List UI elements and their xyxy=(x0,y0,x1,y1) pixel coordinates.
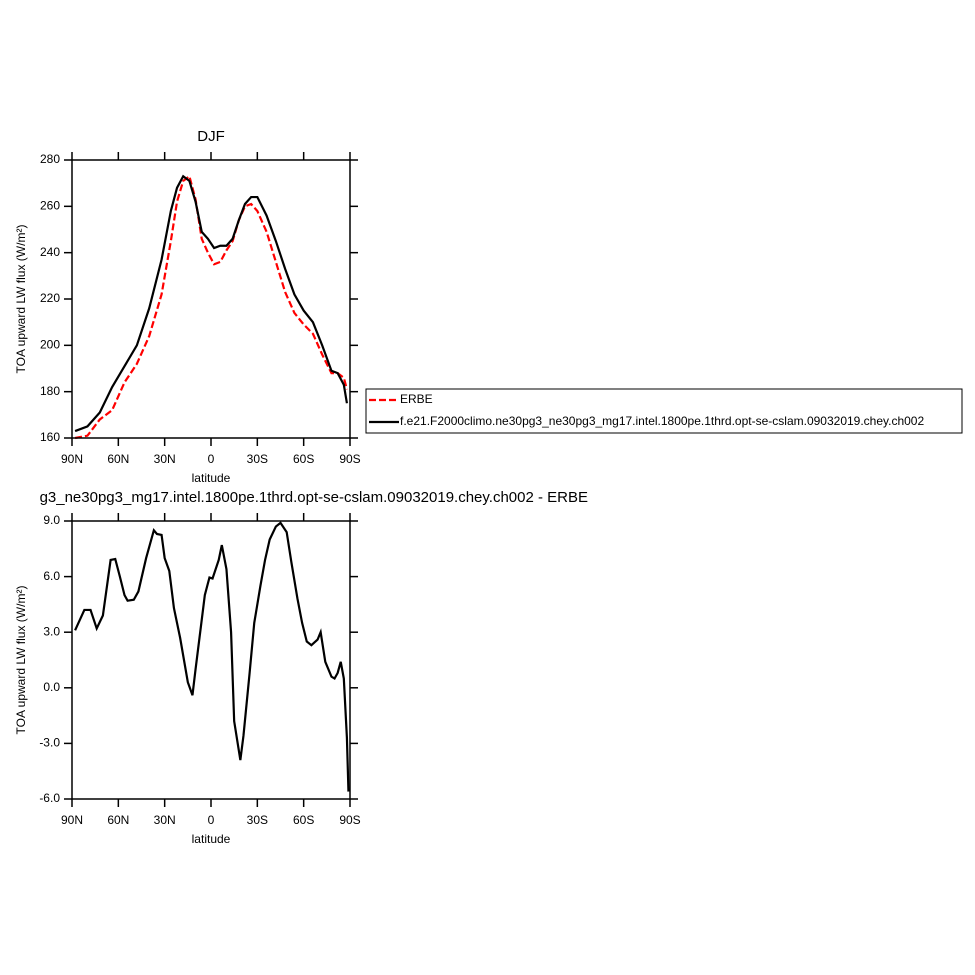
y-tick-label: 0.0 xyxy=(43,680,60,694)
y-tick-label: 6.0 xyxy=(43,569,60,583)
y-tick-label: 180 xyxy=(40,384,60,398)
y-tick-label: 9.0 xyxy=(43,513,60,527)
chart-title: g3_ne30pg3_mg17.intel.1800pe.1thrd.opt-s… xyxy=(40,489,588,506)
y-tick-label: 240 xyxy=(40,245,60,259)
x-axis-label: latitude xyxy=(192,471,231,485)
x-tick-label: 60S xyxy=(293,452,314,466)
y-tick-label: 160 xyxy=(40,430,60,444)
x-tick-label: 30N xyxy=(154,452,176,466)
legend-label: ERBE xyxy=(400,392,433,406)
x-axis-label: latitude xyxy=(192,832,231,846)
y-tick-label: -6.0 xyxy=(39,791,60,805)
series-line xyxy=(74,174,348,440)
y-tick-label: 280 xyxy=(40,152,60,166)
x-tick-label: 60S xyxy=(293,813,314,827)
y-tick-label: 200 xyxy=(40,338,60,352)
x-tick-label: 90S xyxy=(339,452,360,466)
x-tick-label: 0 xyxy=(208,452,215,466)
series-line xyxy=(74,521,350,792)
x-tick-label: 90N xyxy=(61,813,83,827)
y-axis-label: TOA upward LW flux (W/m²) xyxy=(14,586,28,735)
y-axis-label: TOA upward LW flux (W/m²) xyxy=(14,225,28,374)
x-tick-label: 30S xyxy=(247,452,268,466)
legend-label: f.e21.F2000climo.ne30pg3_ne30pg3_mg17.in… xyxy=(400,414,924,428)
x-tick-label: 0 xyxy=(208,813,215,827)
series-line xyxy=(74,174,348,433)
plot-frame xyxy=(71,520,351,800)
x-tick-label: 30N xyxy=(154,813,176,827)
y-tick-label: 3.0 xyxy=(43,624,60,638)
chart-title: DJF xyxy=(197,128,225,145)
x-tick-label: 60N xyxy=(107,452,129,466)
x-tick-label: 90S xyxy=(339,813,360,827)
y-tick-label: -3.0 xyxy=(39,736,60,750)
y-tick-label: 260 xyxy=(40,199,60,213)
plot-frame xyxy=(71,159,351,439)
x-tick-label: 30S xyxy=(247,813,268,827)
y-tick-label: 220 xyxy=(40,291,60,305)
x-tick-label: 90N xyxy=(61,452,83,466)
x-tick-label: 60N xyxy=(107,813,129,827)
legend-box xyxy=(365,388,963,434)
